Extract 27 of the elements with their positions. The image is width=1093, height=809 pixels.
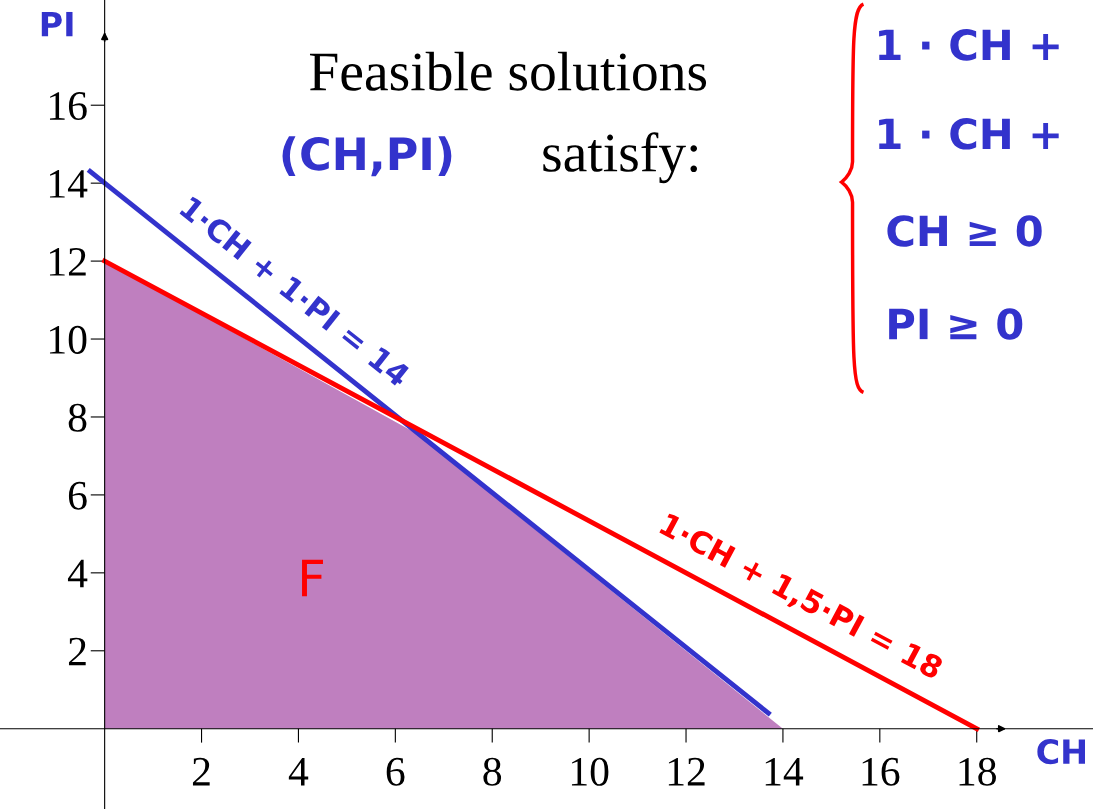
x-axis-title: CH	[1037, 739, 1085, 765]
x-tick-label: 18	[959, 757, 996, 786]
y-tick-label: 4	[67, 559, 88, 588]
y-tick-label: 16	[49, 92, 87, 121]
x-tick-label: 16	[862, 757, 900, 786]
annotation: (CH,PI)	[282, 136, 452, 177]
annotation: 1 · CH +	[879, 29, 1059, 61]
y-tick-label: 12	[49, 247, 86, 276]
y-axis-title: PI	[41, 11, 73, 37]
x-tick-label: 10	[571, 757, 609, 786]
y-tick-label: 8	[68, 403, 87, 432]
x-tick-label: 4	[288, 757, 309, 786]
annotation: satisfy:	[543, 132, 698, 184]
x-tick-label: 6	[386, 757, 405, 786]
x-tick-label: 2	[192, 757, 210, 786]
annotation: CH ≥ 0	[887, 215, 1042, 247]
annotation: F	[302, 559, 323, 597]
annotation: Feasible solutions	[309, 51, 707, 91]
x-tick-label: 8	[483, 757, 502, 786]
annotation: 1 · CH +	[879, 118, 1059, 150]
annotation: PI ≥ 0	[889, 308, 1023, 340]
x-tick-label: 14	[765, 757, 804, 786]
y-tick-label: 14	[49, 170, 88, 198]
x-tick-label: 12	[668, 757, 705, 786]
y-tick-label: 2	[68, 637, 86, 666]
y-tick-label: 6	[68, 481, 87, 510]
y-tick-label: 10	[49, 325, 87, 354]
